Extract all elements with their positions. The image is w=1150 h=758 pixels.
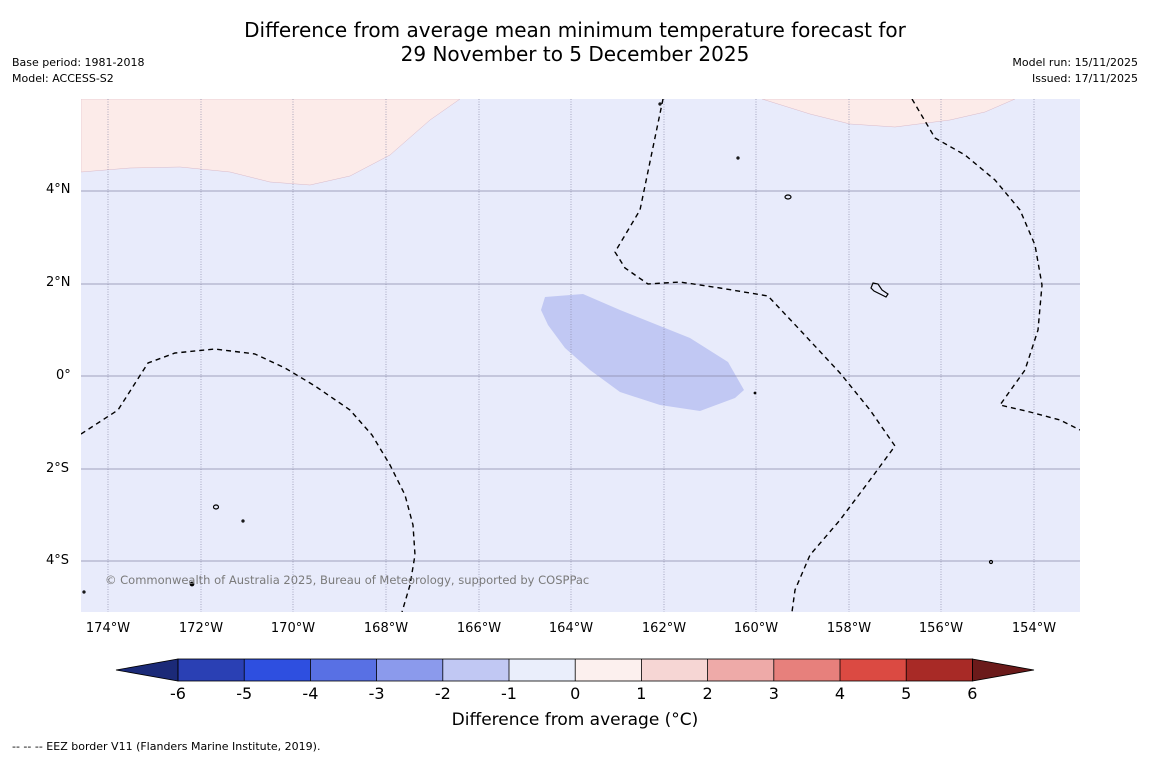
colorbar-extend-low xyxy=(115,658,179,682)
colorbar-title: Difference from average (°C) xyxy=(451,710,699,730)
lat-label-4n: 4°N xyxy=(46,182,71,197)
title-line-1: Difference from average mean minimum tem… xyxy=(244,18,906,42)
colorbar-segment xyxy=(707,659,774,681)
lon-label: 156°W xyxy=(918,621,964,636)
island xyxy=(988,559,994,565)
colorbar: -6 -5 -4 -3 -2 -1 0 1 2 3 4 5 6 xyxy=(115,658,1035,703)
colorbar-segment xyxy=(442,659,509,681)
eez-border-west xyxy=(81,348,416,612)
colorbar-segment xyxy=(178,659,245,681)
colorbar-tick-label: -2 xyxy=(435,684,451,703)
meta-left: Base period: 1981-2018 Model: ACCESS-S2 xyxy=(12,55,144,87)
colorbar-tick-label: 1 xyxy=(636,684,646,703)
colorbar-segment xyxy=(773,659,840,681)
colorbar-segment xyxy=(376,659,443,681)
lon-label: 174°W xyxy=(85,621,131,636)
eez-footnote: -- -- -- EEZ border V11 (Flanders Marine… xyxy=(12,740,321,753)
lon-label: 160°W xyxy=(733,621,779,636)
lat-label-2s: 2°S xyxy=(46,461,70,476)
island xyxy=(189,581,195,587)
island xyxy=(736,156,740,160)
lon-label: 158°W xyxy=(826,621,872,636)
cool-anomaly-region xyxy=(541,294,744,411)
colorbar-segment xyxy=(310,659,377,681)
island xyxy=(753,391,757,395)
colorbar-segment xyxy=(906,659,973,681)
colorbar-segment xyxy=(840,659,907,681)
colorbar-tick-label: -3 xyxy=(369,684,385,703)
lon-label: 166°W xyxy=(456,621,502,636)
colorbar-tick-label: -6 xyxy=(170,684,186,703)
island xyxy=(784,194,792,200)
graticule xyxy=(81,99,1080,612)
lat-label-4s: 4°S xyxy=(46,553,70,568)
model-text: Model: ACCESS-S2 xyxy=(12,72,114,85)
eez-borders xyxy=(81,99,1080,612)
lon-label: 162°W xyxy=(641,621,687,636)
lon-label: 154°W xyxy=(1011,621,1057,636)
model-run-text: Model run: 15/11/2025 xyxy=(1012,56,1138,69)
island xyxy=(658,102,662,106)
meta-right: Model run: 15/11/2025 Issued: 17/11/2025 xyxy=(1012,55,1138,87)
eez-border-east xyxy=(911,99,1080,431)
title-line-2: 29 November to 5 December 2025 xyxy=(400,42,750,66)
colorbar-tick-label: -4 xyxy=(302,684,318,703)
colorbar-segment xyxy=(244,659,311,681)
lon-label: 172°W xyxy=(178,621,224,636)
issued-text: Issued: 17/11/2025 xyxy=(1031,72,1138,85)
lon-label: 164°W xyxy=(548,621,594,636)
warm-anomaly-region-nw xyxy=(81,99,461,186)
colorbar-segment xyxy=(509,659,576,681)
colorbar-tick-label: 5 xyxy=(901,684,911,703)
chart-title: Difference from average mean minimum tem… xyxy=(0,18,1150,66)
colorbar-segment xyxy=(641,659,708,681)
colorbar-segment xyxy=(575,659,642,681)
colorbar-tick-label: 2 xyxy=(703,684,713,703)
island xyxy=(241,519,245,523)
colorbar-tick-label: 0 xyxy=(570,684,580,703)
lat-label-0: 0° xyxy=(56,368,71,383)
colorbar-extend-high xyxy=(972,658,1035,682)
lon-label: 170°W xyxy=(270,621,316,636)
colorbar-tick-label: -1 xyxy=(501,684,517,703)
eez-border-central xyxy=(614,99,896,612)
islands xyxy=(82,102,994,594)
island xyxy=(212,504,220,510)
colorbar-tick-label: -5 xyxy=(236,684,252,703)
colorbar-tick-label: 6 xyxy=(967,684,977,703)
copyright-notice: © Commonwealth of Australia 2025, Bureau… xyxy=(105,573,590,587)
lon-label: 168°W xyxy=(363,621,409,636)
base-period-text: Base period: 1981-2018 xyxy=(12,56,145,69)
island xyxy=(82,590,86,594)
lat-label-2n: 2°N xyxy=(46,275,71,290)
warm-anomaly-region-ne xyxy=(761,99,1016,128)
colorbar-tick-label: 3 xyxy=(769,684,779,703)
island xyxy=(870,282,889,298)
colorbar-tick-label: 4 xyxy=(835,684,845,703)
